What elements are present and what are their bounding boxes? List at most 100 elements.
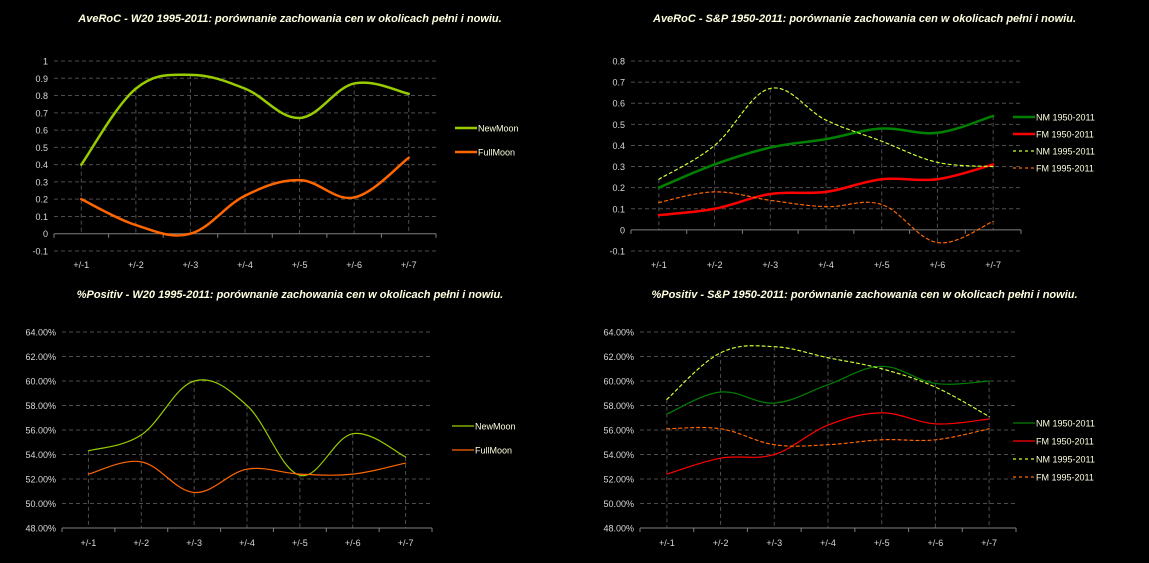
data-point (193, 491, 195, 493)
x-tick-label: +/-6 (345, 538, 361, 548)
legend-label: NM 1950-2011 (1036, 419, 1095, 429)
x-tick-label: +/-3 (186, 538, 202, 548)
data-point (87, 450, 89, 452)
y-tick-label: 62.00% (603, 352, 634, 362)
y-tick-label: 60.00% (603, 377, 634, 387)
data-point (769, 199, 771, 201)
data-point (769, 193, 771, 195)
data-point (825, 191, 827, 193)
data-point (714, 144, 716, 146)
x-tick-label: +/-3 (183, 260, 199, 270)
data-point (408, 93, 410, 95)
data-point (773, 402, 775, 404)
legend-label: FullMoon (478, 148, 515, 158)
x-tick-label: +/-3 (766, 538, 782, 548)
data-point (881, 128, 883, 130)
data-point (353, 196, 355, 198)
y-tick-label: 0.1 (35, 212, 48, 222)
data-point (936, 132, 938, 134)
chart-plot-averoc-sp: -0.1 0 0.1 0.2 0.3 0.4 0.5 0.6 0.7 0.8 +/-1 +/-2 +/-… (609, 57, 1094, 271)
data-point (934, 386, 936, 388)
data-point (720, 352, 722, 354)
data-point (666, 398, 668, 400)
series-line-fullmoon (80, 156, 410, 237)
x-tick-label: +/-2 (133, 538, 149, 548)
y-tick-label: 0.7 (35, 108, 48, 118)
data-point (244, 88, 246, 90)
x-tick-label: +/-7 (398, 538, 414, 548)
x-tick-label: +/-1 (73, 260, 89, 270)
series-line-nm-1950-2011 (657, 114, 995, 189)
y-tick-label: 58.00% (603, 401, 634, 411)
data-point (140, 461, 142, 463)
y-tick-label: 0 (43, 229, 48, 239)
x-tick-label: +/-2 (713, 538, 729, 548)
y-tick-label: 0.4 (612, 141, 625, 151)
y-tick-label: 0.3 (612, 162, 625, 172)
legend-label: FM 1950-2011 (1036, 130, 1094, 140)
series-line-fm-1995-2011 (666, 426, 990, 447)
y-tick-label: 62.00% (25, 352, 56, 362)
y-tick-label: 54.00% (603, 450, 634, 460)
x-tick-label: +/-5 (292, 538, 308, 548)
y-tick-label: 0.4 (35, 160, 48, 170)
data-point (140, 434, 142, 436)
data-point (189, 74, 191, 76)
data-point (881, 365, 883, 367)
legend-label: FM 1995-2011 (1036, 164, 1094, 174)
data-point (881, 439, 883, 441)
y-tick-label: 52.00% (25, 475, 56, 485)
data-point (936, 178, 938, 180)
data-point (353, 82, 355, 84)
y-tick-label: 56.00% (603, 426, 634, 436)
legend-label: FM 1995-2011 (1036, 473, 1094, 483)
chart-panel-positiv-w20: %Positiv - W20 1995-2011: porównanie zac… (0, 280, 580, 558)
data-point (135, 88, 137, 90)
data-point (658, 178, 660, 180)
x-tick-label: +/-2 (707, 260, 723, 270)
series-line-nm-1950-2011 (666, 365, 990, 415)
chart-plot-positiv-sp: 48.00% 50.00% 52.00% 54.00% 56.00% 58.00% 60.0… (603, 328, 1095, 549)
y-tick-label: 0.8 (612, 57, 625, 67)
data-point (405, 462, 407, 464)
chart-title: %Positiv - W20 1995-2011: porównanie zac… (76, 289, 504, 301)
y-tick-label: 0.5 (35, 143, 48, 153)
series-line-nm-1995-2011 (658, 87, 994, 180)
data-point (988, 416, 990, 418)
data-point (992, 163, 994, 165)
y-tick-label: -0.1 (609, 247, 625, 257)
data-point (80, 164, 82, 166)
y-tick-label: -0.1 (32, 247, 48, 257)
y-tick-label: 56.00% (25, 426, 56, 436)
data-point (720, 428, 722, 430)
data-point (246, 468, 248, 470)
data-point (189, 233, 191, 235)
x-tick-label: +/-5 (874, 260, 890, 270)
data-point (936, 161, 938, 163)
data-point (405, 456, 407, 458)
data-point (992, 166, 994, 168)
y-tick-label: 0.2 (35, 195, 48, 205)
y-tick-label: 54.00% (25, 450, 56, 460)
data-point (773, 444, 775, 446)
legend-label: NewMoon (478, 124, 519, 134)
series-line-fm-1995-2011 (658, 191, 994, 244)
x-tick-label: +/-7 (985, 260, 1001, 270)
data-point (714, 191, 716, 193)
x-tick-label: +/-7 (981, 538, 997, 548)
data-point (720, 391, 722, 393)
data-point (881, 140, 883, 142)
y-tick-label: 0.8 (35, 91, 48, 101)
series-line-fm-1950-2011 (666, 412, 990, 475)
chart-title: AveRoC - S&P 1950-2011: porównanie zacho… (653, 13, 1076, 25)
chart-panel-averoc-sp: AveRoC - S&P 1950-2011: porównanie zacho… (580, 0, 1149, 280)
data-point (988, 380, 990, 382)
data-point (658, 214, 660, 216)
x-tick-label: +/-6 (930, 260, 946, 270)
data-point (666, 473, 668, 475)
data-point (135, 224, 137, 226)
series-line-fm-1950-2011 (657, 163, 995, 217)
y-tick-label: 0.6 (612, 99, 625, 109)
chart-plot-averoc-w20: -0.1 0 0.1 0.2 0.3 0.4 0.5 0.6 0.7 0.8 0.9 1 +/-1 +/-… (32, 57, 519, 271)
x-tick-label: +/-4 (237, 260, 253, 270)
